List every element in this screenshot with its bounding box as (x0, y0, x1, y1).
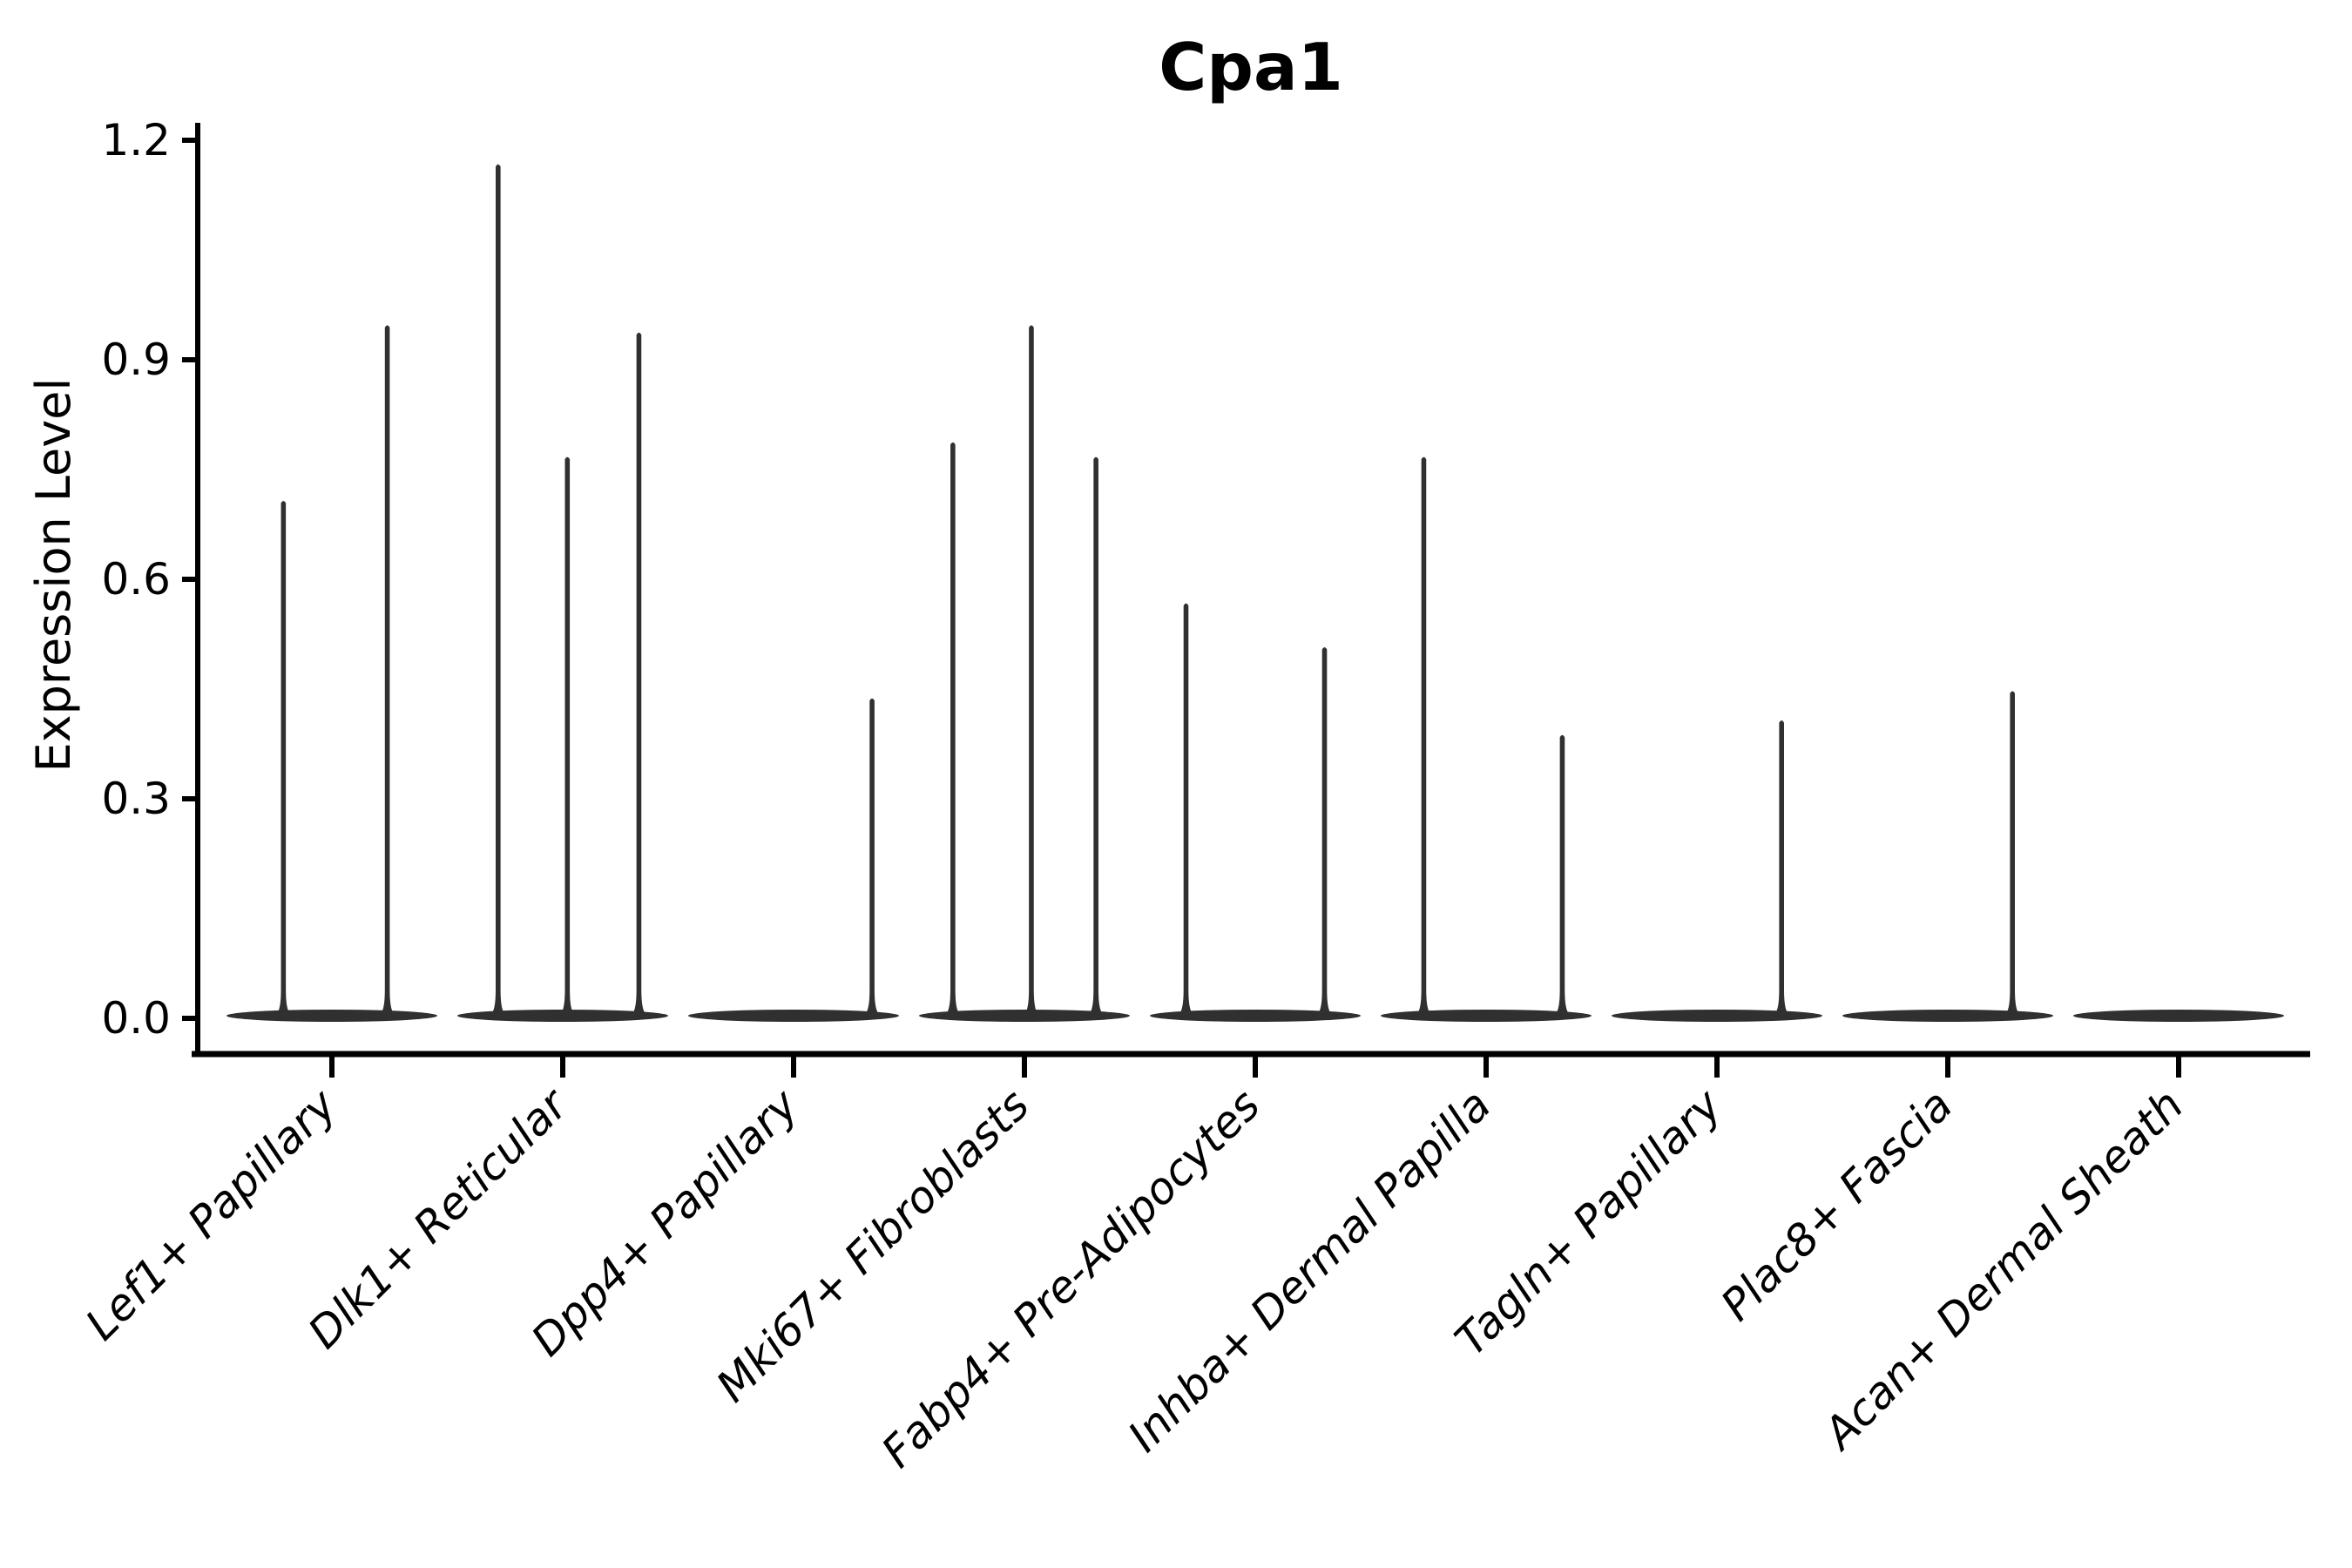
violin-8 (1842, 691, 2053, 1022)
violin-spike (1022, 325, 1040, 1017)
violin-body (1381, 1010, 1592, 1022)
violin-5 (1150, 603, 1361, 1022)
violin-4 (919, 325, 1130, 1022)
y-tick-label: 1.2 (101, 115, 171, 166)
violin-1 (226, 325, 437, 1022)
violin-7 (1612, 720, 1822, 1022)
violin-9 (2073, 1010, 2284, 1022)
violin-spike (274, 501, 293, 1017)
violin-6 (1381, 456, 1592, 1022)
violins (226, 164, 2284, 1022)
violin-spike (2004, 691, 2022, 1017)
violin-body (1842, 1010, 2053, 1022)
y-tick-labels: 0.0 0.3 0.6 0.9 1.2 (101, 115, 171, 1044)
x-category-label: Fabp4+ Pre-Adipocytes (872, 1079, 1270, 1477)
y-tick-label: 0.9 (101, 335, 171, 385)
violin-spike (863, 698, 882, 1017)
y-axis-label: Expression Level (26, 378, 81, 773)
violin-body (226, 1010, 437, 1022)
violin-spike (1773, 720, 1791, 1017)
violin-body (688, 1010, 899, 1022)
violin-body (2073, 1010, 2284, 1022)
violin-spike (1553, 734, 1571, 1017)
violin-spike (1315, 647, 1334, 1017)
y-tick-label: 0.6 (101, 554, 171, 605)
x-category-label: Plac8+ Fascia (1712, 1079, 1963, 1330)
violin-2 (457, 164, 668, 1022)
violin-spike (1415, 456, 1433, 1017)
x-category-label: Lef1+ Papillary (76, 1078, 347, 1349)
violin-spike (378, 325, 396, 1017)
violin-3 (688, 698, 899, 1022)
plot-title: Cpa1 (1159, 29, 1343, 105)
violin-body (1150, 1010, 1361, 1022)
violin-spike (1087, 456, 1105, 1017)
violin-spike (558, 456, 577, 1017)
axes (182, 123, 2310, 1078)
violin-spike (943, 442, 962, 1017)
y-tick-label: 0.3 (101, 774, 171, 824)
violin-spike (1177, 603, 1195, 1017)
violin-body (1612, 1010, 1822, 1022)
violin-spike (489, 164, 507, 1017)
violin-spike (630, 332, 648, 1017)
y-tick-label: 0.0 (101, 993, 171, 1044)
